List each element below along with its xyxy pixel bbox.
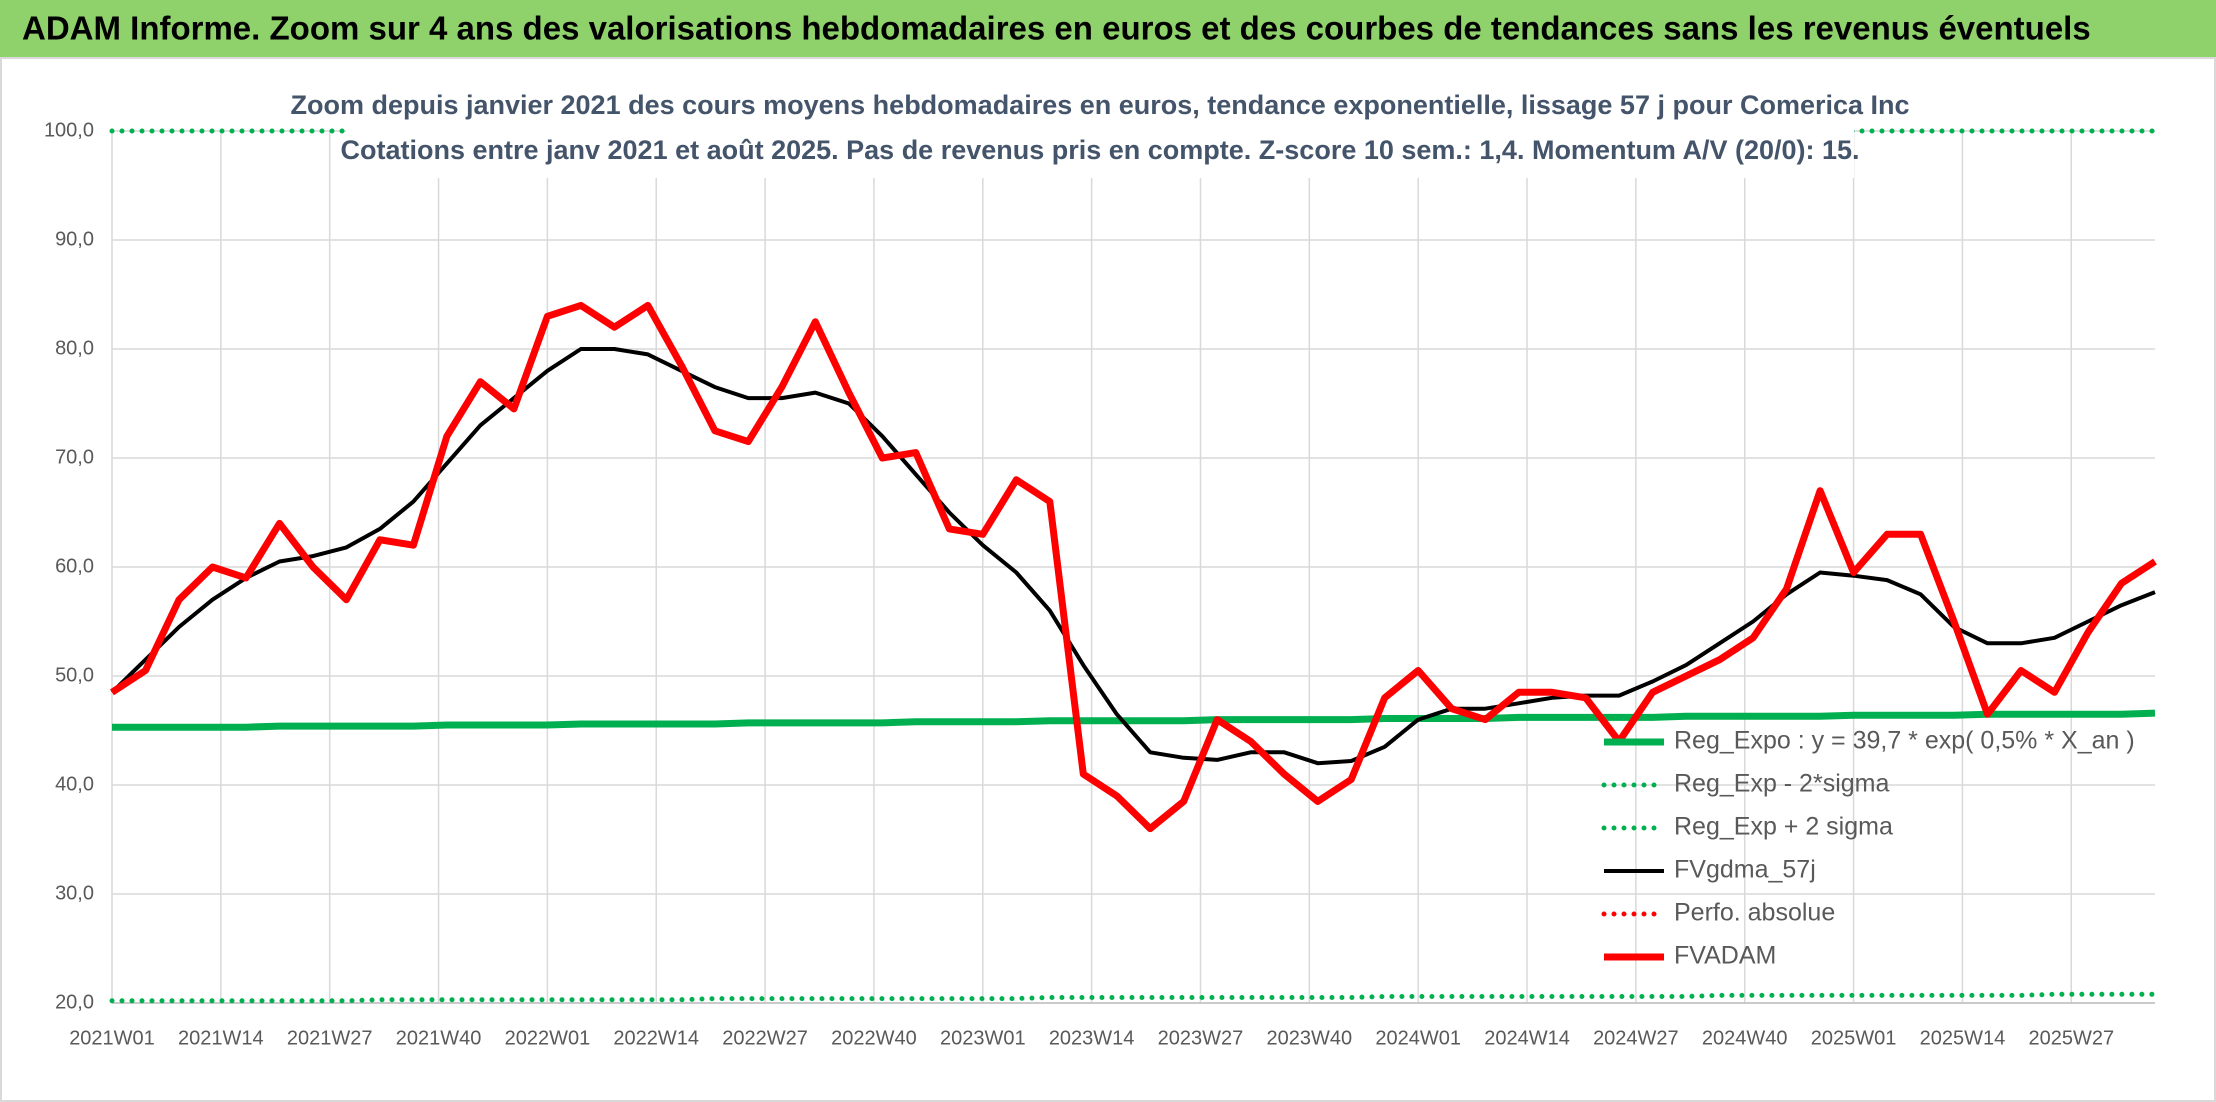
x-tick-label: 2024W01 (1375, 1027, 1461, 1049)
x-tick-label: 2023W14 (1049, 1027, 1135, 1049)
y-tick-label: 100,0 (44, 119, 94, 141)
header-bar (0, 0, 2216, 57)
y-tick-label: 50,0 (55, 664, 94, 686)
y-tick-label: 30,0 (55, 882, 94, 904)
x-tick-label: 2024W27 (1593, 1027, 1679, 1049)
x-tick-label: 2023W40 (1267, 1027, 1353, 1049)
x-tick-label: 2022W14 (613, 1027, 699, 1049)
series-line (110, 347, 2156, 766)
legend-label: Reg_Exp - 2*sigma (1674, 770, 1889, 798)
chart-subtitle: Cotations entre janv 2021 et août 2025. … (340, 135, 1859, 165)
chart-frame (0, 57, 2216, 1102)
legend-label: Reg_Expo : y = 39,7 * exp( 0,5% * X_an ) (1674, 727, 2135, 755)
title-background (346, 78, 1854, 178)
x-tick-label: 2024W40 (1702, 1027, 1788, 1049)
y-tick-label: 40,0 (55, 773, 94, 795)
x-tick-label: 2025W01 (1811, 1027, 1897, 1049)
x-tick-label: 2021W27 (287, 1027, 373, 1049)
title-box: Zoom depuis janvier 2021 des cours moyen… (290, 78, 1910, 178)
x-tick-label: 2021W14 (178, 1027, 264, 1049)
series-line (112, 709, 2156, 731)
x-tick-label: 2023W27 (1158, 1027, 1244, 1049)
x-tick-label: 2024W14 (1484, 1027, 1570, 1049)
x-tick-label: 2023W01 (940, 1027, 1026, 1049)
y-tick-label: 90,0 (55, 228, 94, 250)
legend: Reg_Expo : y = 39,7 * exp( 0,5% * X_an )… (1601, 727, 2135, 970)
legend-label: Perfo. absolue (1674, 899, 1835, 927)
x-tick-label: 2021W01 (69, 1027, 155, 1049)
y-tick-label: 20,0 (55, 991, 94, 1013)
legend-label: FVgdma_57j (1674, 856, 1816, 884)
legend-label: FVADAM (1674, 942, 1776, 970)
x-tick-label: 2025W27 (2028, 1027, 2114, 1049)
x-tick-label: 2025W14 (1920, 1027, 2006, 1049)
y-tick-label: 80,0 (55, 337, 94, 359)
series-line (109, 991, 2158, 1004)
page-title: ADAM Informe. Zoom sur 4 ans des valoris… (22, 10, 2091, 47)
legend-label: Reg_Exp + 2 sigma (1674, 813, 1893, 841)
x-tick-label: 2022W01 (505, 1027, 591, 1049)
x-tick-label: 2022W40 (831, 1027, 917, 1049)
series-line (110, 301, 2157, 833)
plot-area: 20,0 30,0 40,0 50,0 60,0 70,0 80,0 90,0 100,0 202… (44, 119, 2158, 1049)
y-tick-label: 70,0 (55, 446, 94, 468)
chart-title: Zoom depuis janvier 2021 des cours moyen… (290, 90, 1909, 120)
x-tick-label: 2022W27 (722, 1027, 808, 1049)
x-tick-label: 2021W40 (396, 1027, 482, 1049)
y-tick-label: 60,0 (55, 555, 94, 577)
